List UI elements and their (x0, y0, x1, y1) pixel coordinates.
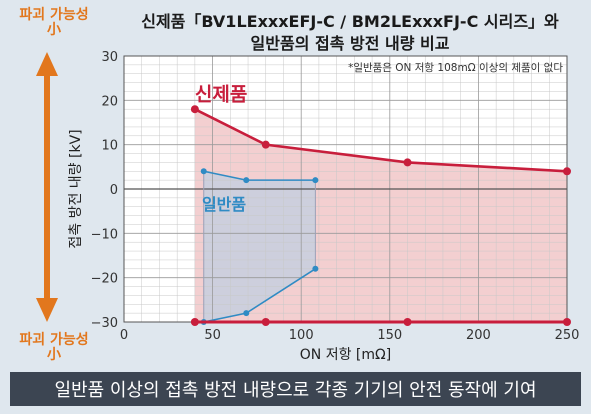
y-tick-label: −30 (91, 316, 118, 331)
new-product-negative-point (403, 318, 412, 326)
x-tick-label: 150 (377, 328, 402, 343)
chart-title-line2: 일반품의 접촉 방전 내량 비교 (250, 34, 450, 53)
x-tick-label: 100 (289, 328, 314, 343)
chart-title-line1: 신제품「BV1LExxxEFJ-C / BM2LExxxFJ-C 시리즈」와 (141, 12, 559, 31)
footer-text: 일반품 이상의 접촉 방전 내량으로 각종 기기의 안전 동작에 기여 (54, 380, 537, 401)
general-product-label: 일반품 (202, 195, 246, 214)
y-tick-label: 20 (101, 94, 118, 109)
general-product-negative-point (312, 265, 319, 272)
x-tick-label: 200 (466, 328, 491, 343)
y-tick-label: −10 (91, 227, 118, 242)
bottom-damage-label: 파괴 가능성 小 (2, 333, 106, 363)
y-tick-label: 30 (101, 50, 118, 65)
new-product-positive-point (403, 158, 412, 167)
new-product-positive-line (194, 108, 568, 173)
x-tick-label: 250 (555, 328, 580, 343)
x-tick-label: 50 (204, 328, 221, 343)
new-product-negative-point (261, 318, 270, 326)
new-product-negative-point (190, 318, 199, 326)
top-damage-label: 파괴 가능성 小 (2, 8, 106, 38)
new-product-positive-point (261, 140, 270, 149)
general-product-positive-point (243, 177, 250, 184)
y-tick-label: 0 (110, 183, 118, 198)
general-product-negative-point (243, 310, 250, 317)
new-product-label: 신제품 (195, 83, 247, 105)
footer-banner: 일반품 이상의 접촉 방전 내량으로 각종 기기의 안전 동작에 기여 (10, 372, 581, 406)
new-product-positive-point (563, 167, 571, 176)
y-tick-label: −20 (91, 272, 118, 287)
y-tick-label: 10 (101, 139, 118, 154)
x-axis-title: ON 저항 [mΩ] (300, 347, 391, 363)
y-axis-title: 접촉 방전 내량 [kV] (68, 129, 84, 248)
top-damage-label-text: 파괴 가능성 (19, 7, 89, 23)
bottom-damage-label-mark: 小 (47, 347, 61, 363)
general-product-region (203, 171, 316, 322)
new-product-positive-point (190, 105, 199, 114)
top-damage-label-mark: 小 (47, 22, 61, 38)
chart-note: *일반품은 ON 저항 108mΩ 이상의 제품이 없다 (348, 61, 563, 74)
damage-arrow-head-down (36, 298, 58, 322)
general-product-positive-point (200, 168, 207, 175)
new-product-negative-point (563, 318, 571, 326)
general-product-positive-point (312, 177, 319, 184)
damage-arrow-head-up (36, 52, 58, 76)
bottom-damage-label-text: 파괴 가능성 (19, 332, 89, 348)
x-tick-label: 0 (120, 328, 128, 343)
